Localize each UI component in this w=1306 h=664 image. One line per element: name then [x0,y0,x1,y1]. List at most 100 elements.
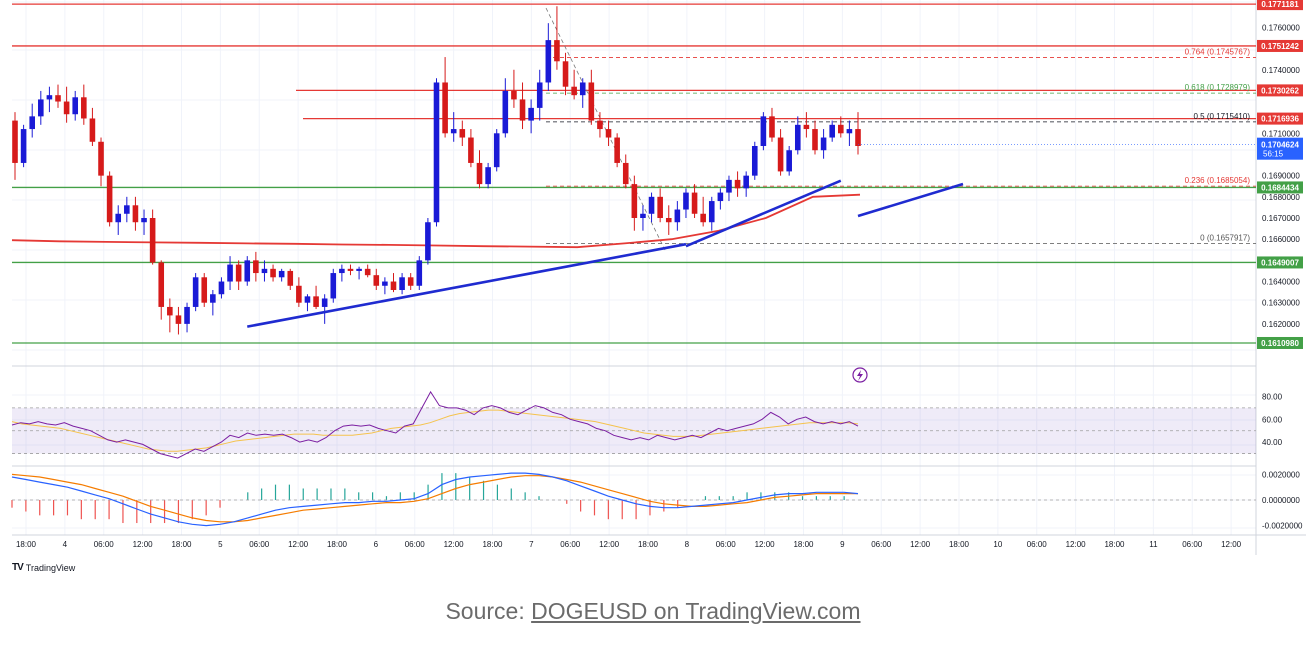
fib-level-label: 0.236 (0.1685054) [1185,176,1251,185]
candle-body [562,61,569,87]
candle-body [313,296,319,307]
fib-diagonal [545,7,666,251]
time-tick-label: 10 [993,540,1002,549]
candle-body [382,281,388,286]
rsi-tick-label: 60.00 [1262,415,1283,424]
time-tick-label: 06:00 [716,540,737,549]
price-tag-label: 0.1730262 [1261,86,1299,95]
time-tick-label: 18:00 [482,540,503,549]
source-link[interactable]: DOGEUSD on TradingView.com [531,598,861,624]
candle-body [235,264,242,282]
candle-body [261,268,268,274]
candle-body [106,175,113,223]
time-tick-label: 18:00 [1104,540,1125,549]
candle-body [683,192,689,210]
time-tick-label: 18:00 [327,540,348,549]
price-tag-box [1257,181,1303,194]
candle-body [46,95,53,100]
time-tick-label: 12:00 [288,540,309,549]
time-tick-label: 06:00 [249,540,270,549]
trendline-extension [857,182,964,218]
time-tick-label: 06:00 [871,540,892,549]
candle-body [751,146,758,176]
candle-body [631,184,638,218]
candle-body [38,99,44,117]
candle-body [536,82,543,108]
time-tick-label: 18:00 [171,540,192,549]
candle-body [579,82,586,96]
price-tag-box [1257,256,1303,269]
time-tick-label: 18:00 [793,540,814,549]
candle-body [433,82,440,223]
fib-level-label: 0.618 (0.1728979) [1185,83,1251,92]
candle-body [597,120,603,130]
time-tick-label: 12:00 [599,540,620,549]
candle-body [855,129,861,146]
rsi-tick-label: 80.00 [1262,392,1283,401]
candle-body [820,137,827,151]
candle-body [786,150,792,172]
time-tick-label: 9 [840,540,845,549]
candle-body [158,262,165,307]
candle-body [132,205,139,223]
current-price-label: 0.1704624 [1261,141,1299,150]
candle-body [253,260,259,274]
candle-body [502,90,509,134]
candle-body [330,273,337,299]
time-tick-label: 12:00 [444,540,465,549]
fib-level-label: 0.5 (0.1715410) [1194,112,1251,121]
candle-body [640,213,646,218]
candle-body [399,277,405,290]
macd-indicator [11,472,1256,527]
candle-body [227,264,233,282]
candle-body [167,306,173,316]
candle-body [717,192,724,202]
candle-body [803,124,810,130]
candle-body [98,141,104,176]
candle-body [442,82,448,134]
candle-body [63,101,70,115]
candle-body [81,97,87,119]
candle-body [554,40,560,62]
candle-body [278,270,285,278]
macd-line [11,472,859,527]
candle-body [450,129,457,134]
candle-body [588,82,595,121]
candle-body [72,97,79,115]
tradingview-logo-icon: TV [12,562,24,573]
macd-tick-label: 0.0000000 [1262,496,1300,505]
price-tag-label: 0.1716936 [1261,115,1299,124]
candle-body [794,124,801,151]
time-tick-label: 06:00 [405,540,426,549]
candle-body [29,116,35,130]
candle-body [838,124,844,134]
candle-body [141,218,147,223]
candle-body [829,124,835,138]
time-axis: 18:00 4 06:00 12:00 18:00 5 06:00 12:00 18:00 6 06… [16,540,1242,549]
candle-body [511,90,517,100]
price-tick-label: 0.1670000 [1262,214,1300,223]
candle-body [777,137,784,172]
price-tick-label: 0.1660000 [1262,235,1300,244]
tradingview-logo: TV TradingView [12,562,75,573]
candle-body [674,209,681,223]
candle-body [373,275,380,286]
candle-body [519,99,526,121]
price-tag-label: 0.1684434 [1261,183,1299,192]
candle-body [390,281,397,290]
candle-body [769,116,775,138]
candle-body [304,296,311,303]
candle-body [201,277,208,303]
candle-body [760,116,767,146]
time-tick-label: 8 [685,540,690,549]
candle-body [192,277,199,307]
candle-body [743,175,749,189]
candle-body [665,218,672,223]
price-tag-label: 0.1649007 [1261,258,1299,267]
candle-body [425,222,431,261]
candle-body [55,95,61,102]
candle-body [270,268,276,278]
time-tick-label: 6 [374,540,379,549]
rsi-tick-label: 40.00 [1262,438,1283,447]
macd-signal-line [11,473,858,523]
